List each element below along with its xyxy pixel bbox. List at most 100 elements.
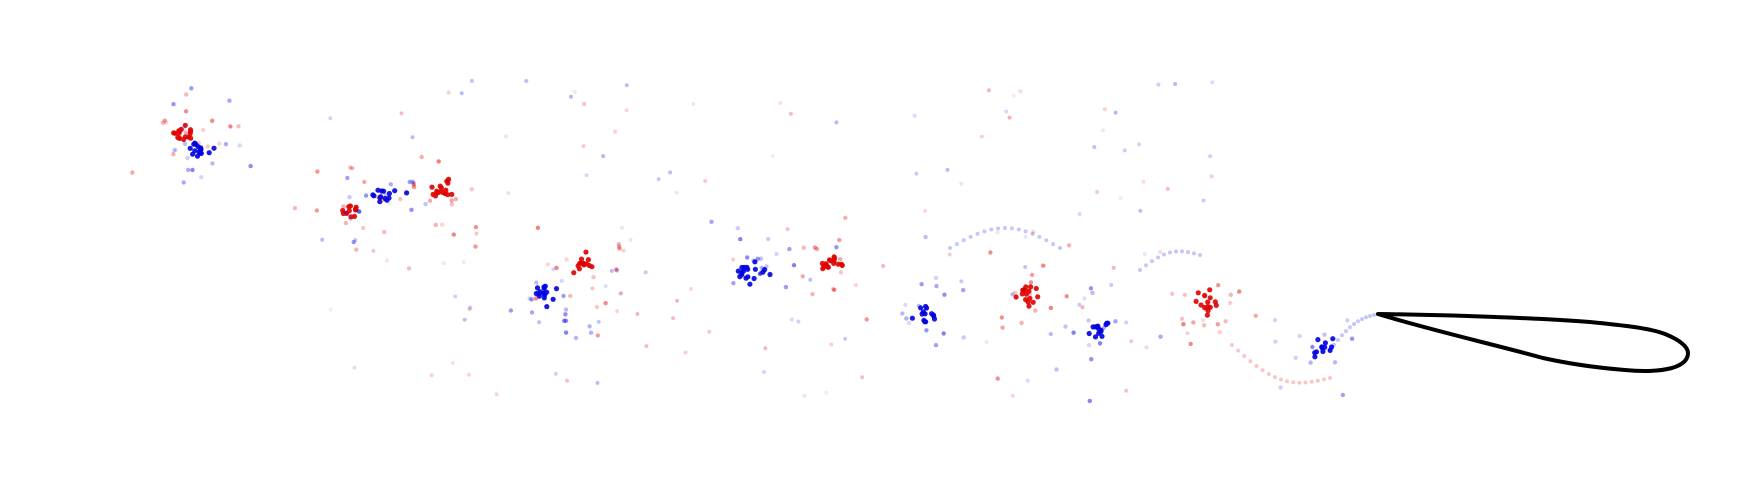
vortex-core-particle	[1330, 336, 1336, 342]
vortex-halo-particle	[473, 244, 478, 249]
shear-layer-particle	[1248, 359, 1253, 364]
wake-particle	[945, 167, 950, 172]
vortex-halo-particle	[361, 225, 366, 231]
vortex-halo-particle	[1272, 317, 1278, 323]
wake-particle	[581, 144, 586, 149]
shear-layer-particle	[1254, 364, 1259, 368]
shear-layer-particle	[1058, 246, 1062, 250]
wake-particle	[469, 78, 474, 83]
wake-particle	[903, 302, 908, 307]
wake-particle	[829, 342, 834, 347]
vortex-halo-particle	[171, 152, 176, 157]
shear-layer-particle	[1044, 238, 1049, 243]
wake-particle	[789, 317, 794, 322]
wake-particle	[770, 153, 775, 158]
wake-particle	[551, 267, 556, 272]
vortex-halo-particle	[745, 255, 750, 260]
vortex-halo-particle	[834, 245, 839, 250]
wake-particle	[1124, 320, 1129, 325]
vortex-halo-particle	[189, 86, 194, 91]
wake-particle	[762, 370, 766, 374]
vortex-core-particle	[1019, 291, 1025, 297]
shear-layer-particle	[1291, 380, 1296, 385]
wake-particle	[1095, 190, 1100, 194]
vortex-core-particle	[182, 122, 188, 128]
wake-particle	[537, 320, 542, 325]
vortex-halo-particle	[1253, 313, 1258, 318]
vortex-halo-particle	[1025, 288, 1030, 293]
shear-layer-particle	[1260, 368, 1265, 373]
wake-particle	[912, 113, 917, 118]
vortex-halo-particle	[988, 250, 993, 255]
vortex-core-particle	[585, 257, 592, 263]
vortex-core-particle	[348, 214, 354, 220]
vortex-halo-particle	[1088, 286, 1094, 291]
shear-layer-particle	[1352, 322, 1356, 326]
wake-particle	[1201, 318, 1205, 323]
vortex-core-particle	[190, 151, 196, 157]
vortex-core-particle	[1198, 302, 1204, 308]
vortex-halo-particle	[1090, 290, 1095, 296]
wake-particle	[635, 312, 640, 316]
vortex-core-particle	[1028, 284, 1034, 290]
vortex-core-particle	[1322, 344, 1328, 350]
vortex-halo-particle	[1191, 320, 1196, 325]
vortex-core-particle	[1033, 285, 1039, 292]
vortex-halo-particle	[755, 256, 760, 261]
shear-layer-particle	[1230, 343, 1234, 347]
shear-layer-particle	[1156, 255, 1160, 260]
vortex-halo-particle	[900, 311, 905, 316]
wake-particle	[524, 79, 529, 83]
vortex-core-particle	[206, 150, 212, 156]
vortex-halo-particle	[1293, 355, 1298, 360]
shear-layer-particle	[1272, 375, 1277, 380]
vortex-halo-particle	[341, 204, 346, 209]
wake-particle	[731, 257, 736, 262]
vortex-halo-particle	[568, 293, 573, 299]
vortex-halo-particle	[564, 257, 569, 262]
vortex-halo-particle	[292, 206, 298, 211]
wake-particle	[986, 88, 991, 93]
vortex-core-particle	[1327, 347, 1333, 353]
vortex-core-particle	[379, 188, 385, 194]
wake-particle	[644, 344, 649, 349]
vortex-halo-particle	[924, 328, 929, 333]
vortex-halo-particle	[563, 312, 568, 317]
vortex-halo-particle	[735, 226, 740, 231]
shear-layer-particle	[1336, 338, 1340, 342]
vortex-halo-particle	[1273, 339, 1278, 344]
wake-particle	[1080, 305, 1085, 310]
vortex-halo-particle	[407, 179, 412, 185]
vortex-halo-particle	[561, 293, 566, 299]
vortex-core-particle	[824, 263, 830, 270]
wake-particle	[467, 372, 471, 377]
wake-particle	[683, 350, 688, 355]
wake-particle	[1141, 179, 1146, 184]
vortex-halo-particle	[843, 215, 848, 220]
wake-particle	[453, 294, 458, 299]
wake-particle	[1077, 302, 1082, 307]
vortex-halo-particle	[1228, 292, 1234, 297]
wake-particle	[1025, 378, 1030, 383]
vortex-core-particle	[536, 291, 542, 297]
vortex-halo-particle	[563, 307, 569, 312]
shear-layer-particle	[1150, 259, 1154, 264]
vortex-halo-particle	[357, 209, 362, 214]
vortex-halo-particle	[1048, 305, 1054, 311]
shear-layer-particle	[1242, 354, 1247, 358]
wake-particle	[671, 316, 676, 321]
shear-layer-particle	[1364, 315, 1368, 320]
vortex-core-particle	[187, 145, 193, 151]
vortex-core-particle	[578, 256, 585, 262]
wake-particle	[429, 373, 434, 378]
wake-particle	[609, 268, 614, 273]
vortex-core-particle	[1105, 320, 1111, 326]
wake-particle	[778, 101, 783, 105]
wake-particle	[1011, 93, 1016, 98]
vortex-core-particle	[186, 134, 192, 140]
vortex-halo-particle	[1237, 289, 1242, 294]
vortex-core-particle	[1207, 287, 1213, 293]
vortex-core-particle	[438, 185, 444, 191]
vortex-halo-particle	[759, 265, 764, 271]
vortex-core-particle	[838, 261, 845, 267]
